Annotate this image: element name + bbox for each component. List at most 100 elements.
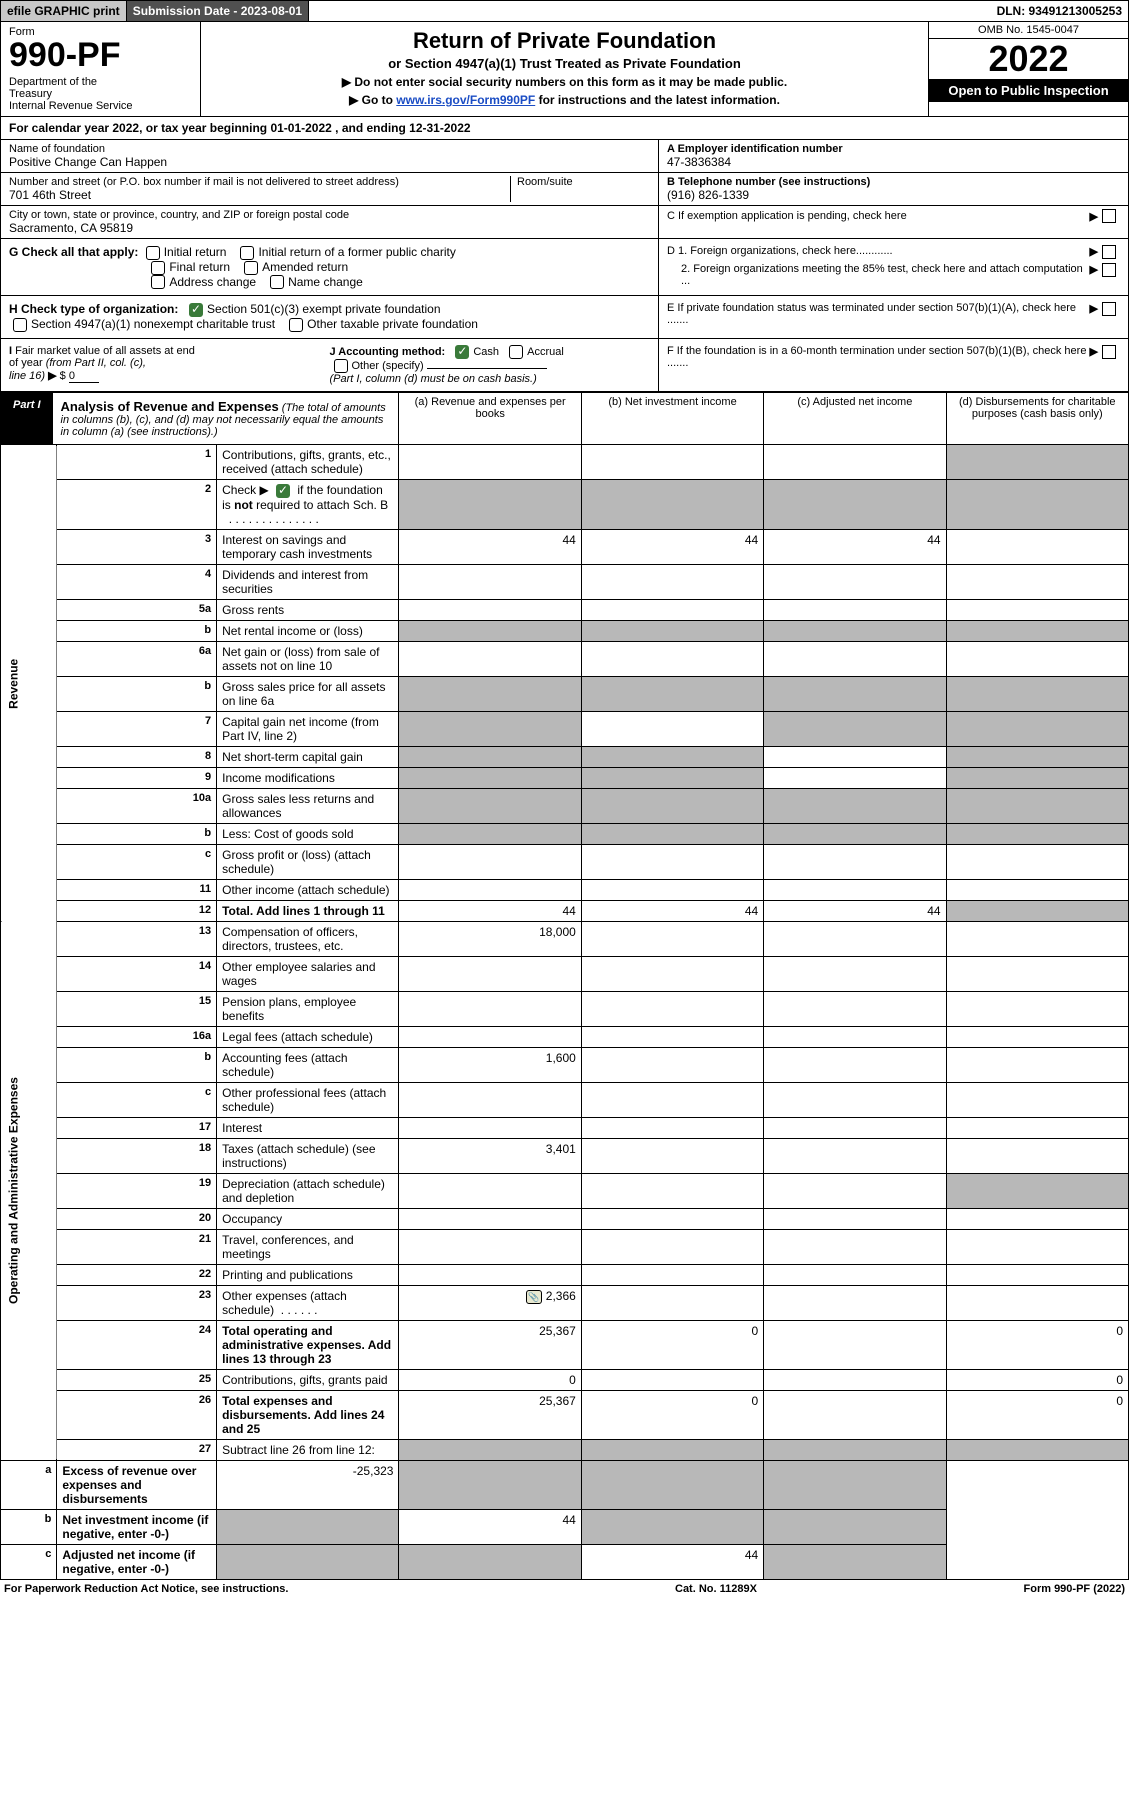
info-left: Name of foundation Positive Change Can H… <box>1 140 658 238</box>
amount-cell <box>764 620 946 641</box>
amount-cell <box>581 1509 763 1544</box>
footer-left: For Paperwork Reduction Act Notice, see … <box>4 1583 675 1595</box>
line-description: Capital gain net income (from Part IV, l… <box>217 711 399 746</box>
line-description: Total expenses and disbursements. Add li… <box>217 1390 399 1439</box>
h-other-checkbox[interactable] <box>289 318 303 332</box>
amount-cell <box>764 823 946 844</box>
line-description: Net gain or (loss) from sale of assets n… <box>217 641 399 676</box>
e-checkbox[interactable] <box>1102 302 1116 316</box>
amount-cell <box>399 767 581 788</box>
amount-cell <box>764 641 946 676</box>
c-checkbox[interactable] <box>1102 209 1116 223</box>
ein-cell: A Employer identification number 47-3836… <box>659 140 1128 173</box>
amount-cell <box>946 1439 1128 1460</box>
g-name-change-checkbox[interactable] <box>270 275 284 289</box>
amount-cell <box>946 746 1128 767</box>
ein-value: 47-3836384 <box>667 155 731 169</box>
line-description: Other income (attach schedule) <box>217 879 399 900</box>
table-row: cOther professional fees (attach schedul… <box>1 1082 1129 1117</box>
amount-cell <box>764 1229 946 1264</box>
amount-cell <box>399 620 581 641</box>
amount-cell <box>399 1208 581 1229</box>
amount-cell <box>946 823 1128 844</box>
amount-cell <box>581 1369 763 1390</box>
line-number: 20 <box>57 1208 217 1229</box>
page-footer: For Paperwork Reduction Act Notice, see … <box>0 1580 1129 1598</box>
name-value: Positive Change Can Happen <box>9 155 167 169</box>
g-label: G Check all that apply: <box>9 245 138 259</box>
line-number: 25 <box>57 1369 217 1390</box>
line-description: Travel, conferences, and meetings <box>217 1229 399 1264</box>
calendar-year-row: For calendar year 2022, or tax year begi… <box>0 117 1129 140</box>
efile-print-button[interactable]: efile GRAPHIC print <box>1 1 127 21</box>
g-initial-return-checkbox[interactable] <box>146 246 160 260</box>
table-body: Revenue1Contributions, gifts, grants, et… <box>1 445 1129 1580</box>
department: Department of theTreasuryInternal Revenu… <box>9 76 192 112</box>
line-number: 13 <box>57 921 217 956</box>
table-row: cAdjusted net income (if negative, enter… <box>1 1544 1129 1579</box>
g-address-change-checkbox[interactable] <box>151 275 165 289</box>
col-b-header: (b) Net investment income <box>581 393 763 445</box>
amount-cell <box>399 1173 581 1208</box>
amount-cell <box>946 599 1128 620</box>
line-number: 26 <box>57 1390 217 1439</box>
j-other-checkbox[interactable] <box>334 359 348 373</box>
amount-cell <box>581 711 763 746</box>
header-right: OMB No. 1545-0047 2022 Open to Public In… <box>928 22 1128 116</box>
amount-cell <box>946 921 1128 956</box>
table-row: 15Pension plans, employee benefits <box>1 991 1129 1026</box>
footer-mid: Cat. No. 11289X <box>675 1583 925 1595</box>
line-description: Check ▶ if the foundation is not require… <box>217 480 399 530</box>
amount-cell <box>581 564 763 599</box>
irs-link[interactable]: www.irs.gov/Form990PF <box>396 93 535 107</box>
table-row: 3Interest on savings and temporary cash … <box>1 529 1129 564</box>
foundation-name-cell: Name of foundation Positive Change Can H… <box>1 140 658 173</box>
amount-cell: 📎2,366 <box>399 1285 581 1320</box>
info-right: A Employer identification number 47-3836… <box>658 140 1128 238</box>
line-number: 22 <box>57 1264 217 1285</box>
f-checkbox[interactable] <box>1102 345 1116 359</box>
table-row: 24Total operating and administrative exp… <box>1 1320 1129 1369</box>
i-row: I Fair market value of all assets at end… <box>0 339 1129 392</box>
g-amended-checkbox[interactable] <box>244 261 258 275</box>
j-cash-checkbox[interactable] <box>455 345 469 359</box>
table-row: 9Income modifications <box>1 767 1129 788</box>
table-row: 11Other income (attach schedule) <box>1 879 1129 900</box>
h-4947-checkbox[interactable] <box>13 318 27 332</box>
g-left: G Check all that apply: Initial return I… <box>1 239 658 295</box>
table-row: bLess: Cost of goods sold <box>1 823 1129 844</box>
sch-b-checkbox[interactable] <box>276 484 290 498</box>
amount-cell <box>399 480 581 530</box>
amount-cell <box>581 676 763 711</box>
table-row: 25Contributions, gifts, grants paid00 <box>1 1369 1129 1390</box>
amount-cell <box>764 676 946 711</box>
i-value: 0 <box>69 370 99 383</box>
attachment-icon[interactable]: 📎 <box>526 1290 542 1304</box>
line-description: Legal fees (attach schedule) <box>217 1026 399 1047</box>
amount-cell <box>581 956 763 991</box>
city-cell: City or town, state or province, country… <box>1 206 658 238</box>
h-501c3-checkbox[interactable] <box>189 303 203 317</box>
table-row: 7Capital gain net income (from Part IV, … <box>1 711 1129 746</box>
spacer <box>309 8 990 14</box>
amount-cell <box>581 641 763 676</box>
amount-cell: 44 <box>399 529 581 564</box>
line-number: 27 <box>57 1439 217 1460</box>
d2-checkbox[interactable] <box>1102 263 1116 277</box>
g-initial-former-checkbox[interactable] <box>240 246 254 260</box>
d1-checkbox[interactable] <box>1102 245 1116 259</box>
amount-cell <box>399 1082 581 1117</box>
c-label: C If exemption application is pending, c… <box>667 210 1090 222</box>
line-description: Gross sales less returns and allowances <box>217 788 399 823</box>
amount-cell <box>764 1173 946 1208</box>
amount-cell <box>946 529 1128 564</box>
amount-cell <box>581 1138 763 1173</box>
j-accrual-checkbox[interactable] <box>509 345 523 359</box>
g-final-return-checkbox[interactable] <box>151 261 165 275</box>
amount-cell <box>946 879 1128 900</box>
addr-value: 701 46th Street <box>9 188 91 202</box>
amount-cell <box>581 1117 763 1138</box>
ein-label: A Employer identification number <box>667 143 1120 155</box>
amount-cell <box>764 564 946 599</box>
amount-cell <box>946 1047 1128 1082</box>
